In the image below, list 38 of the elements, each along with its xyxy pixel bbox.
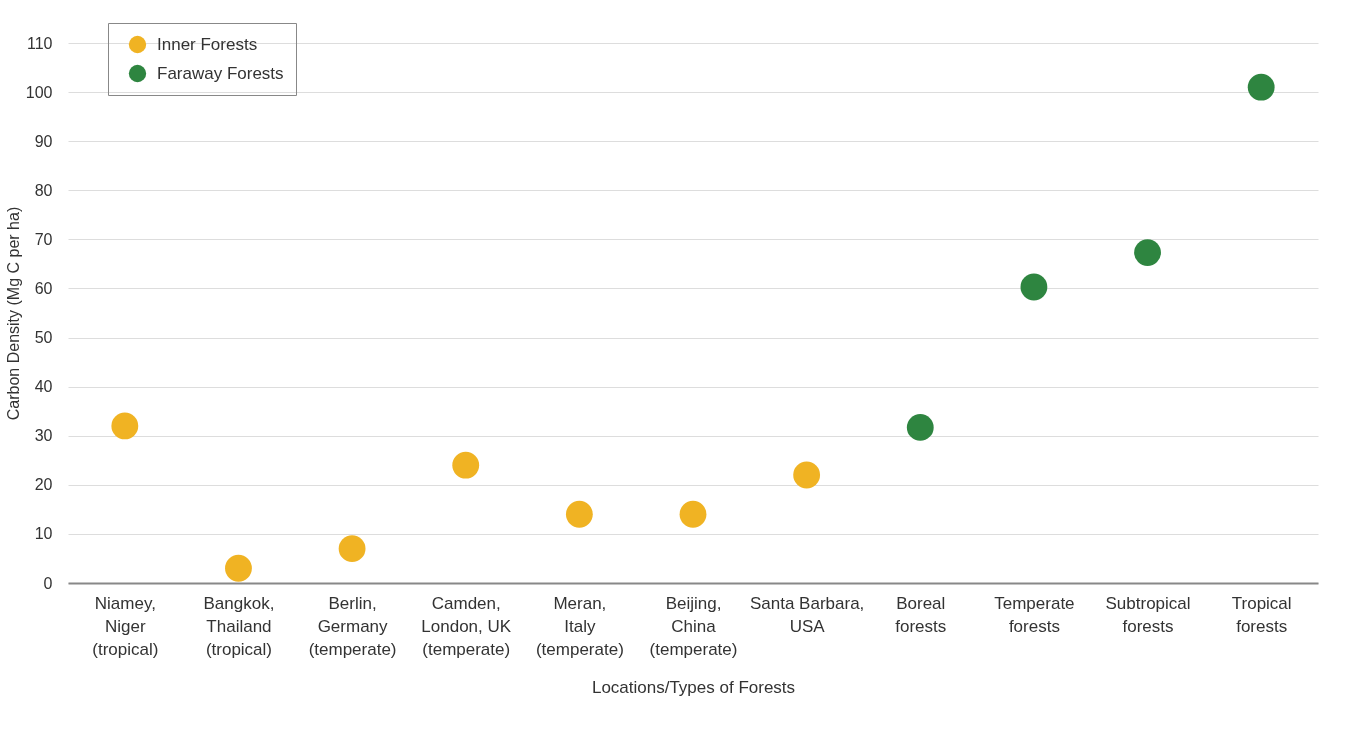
x-tick-label: Berlin, Germany (temperate): [308, 593, 397, 659]
x-tick-label: Beijing, China (temperate): [649, 593, 738, 659]
y-tick-label: 40: [34, 378, 53, 396]
point: [1020, 273, 1048, 301]
y-tick-label: 90: [34, 132, 53, 150]
x-tick-label: Meran, Italy (temperate): [535, 593, 624, 659]
x-tick-label: Subtropical forests: [1105, 593, 1191, 636]
legend-label: Inner Forests: [157, 34, 258, 54]
point: [793, 461, 821, 489]
point: [565, 500, 593, 528]
x-tick-label: Niamey, Niger (tropical): [92, 593, 159, 659]
x-tick-label: Temperate forests: [994, 593, 1075, 636]
point: [111, 412, 139, 440]
y-tick-label: 60: [34, 279, 53, 297]
y-tick-label: 20: [34, 476, 53, 494]
x-tick-label: Tropical forests: [1231, 593, 1292, 636]
y-tick-label: 10: [34, 525, 53, 543]
point: [1247, 73, 1275, 101]
point: [906, 413, 934, 441]
point: [679, 500, 707, 528]
y-tick-label: 30: [34, 427, 53, 445]
y-tick-label: 110: [26, 34, 53, 52]
x-tick-label: Boreal forests: [895, 593, 947, 636]
y-tick-label: 70: [34, 230, 53, 248]
x-tick-label: Santa Barbara, USA: [749, 593, 865, 636]
y-tick-label: 80: [34, 181, 53, 199]
y-axis-title: Carbon Density (Mg C per ha): [4, 206, 22, 421]
legend-label: Faraway Forests: [157, 63, 284, 83]
point: [452, 451, 480, 479]
x-tick-label: Bangkok, Thailand (tropical): [203, 593, 275, 659]
point: [1134, 239, 1161, 267]
x-axis-title: Locations/Types of Forests: [591, 677, 796, 697]
point: [225, 554, 252, 582]
x-tick-label: Camden, London, UK (temperate): [421, 593, 512, 659]
y-tick-label: 50: [34, 329, 53, 347]
point: [338, 535, 366, 563]
y-tick-label: 100: [25, 83, 53, 101]
y-tick-label: 0: [43, 574, 53, 592]
